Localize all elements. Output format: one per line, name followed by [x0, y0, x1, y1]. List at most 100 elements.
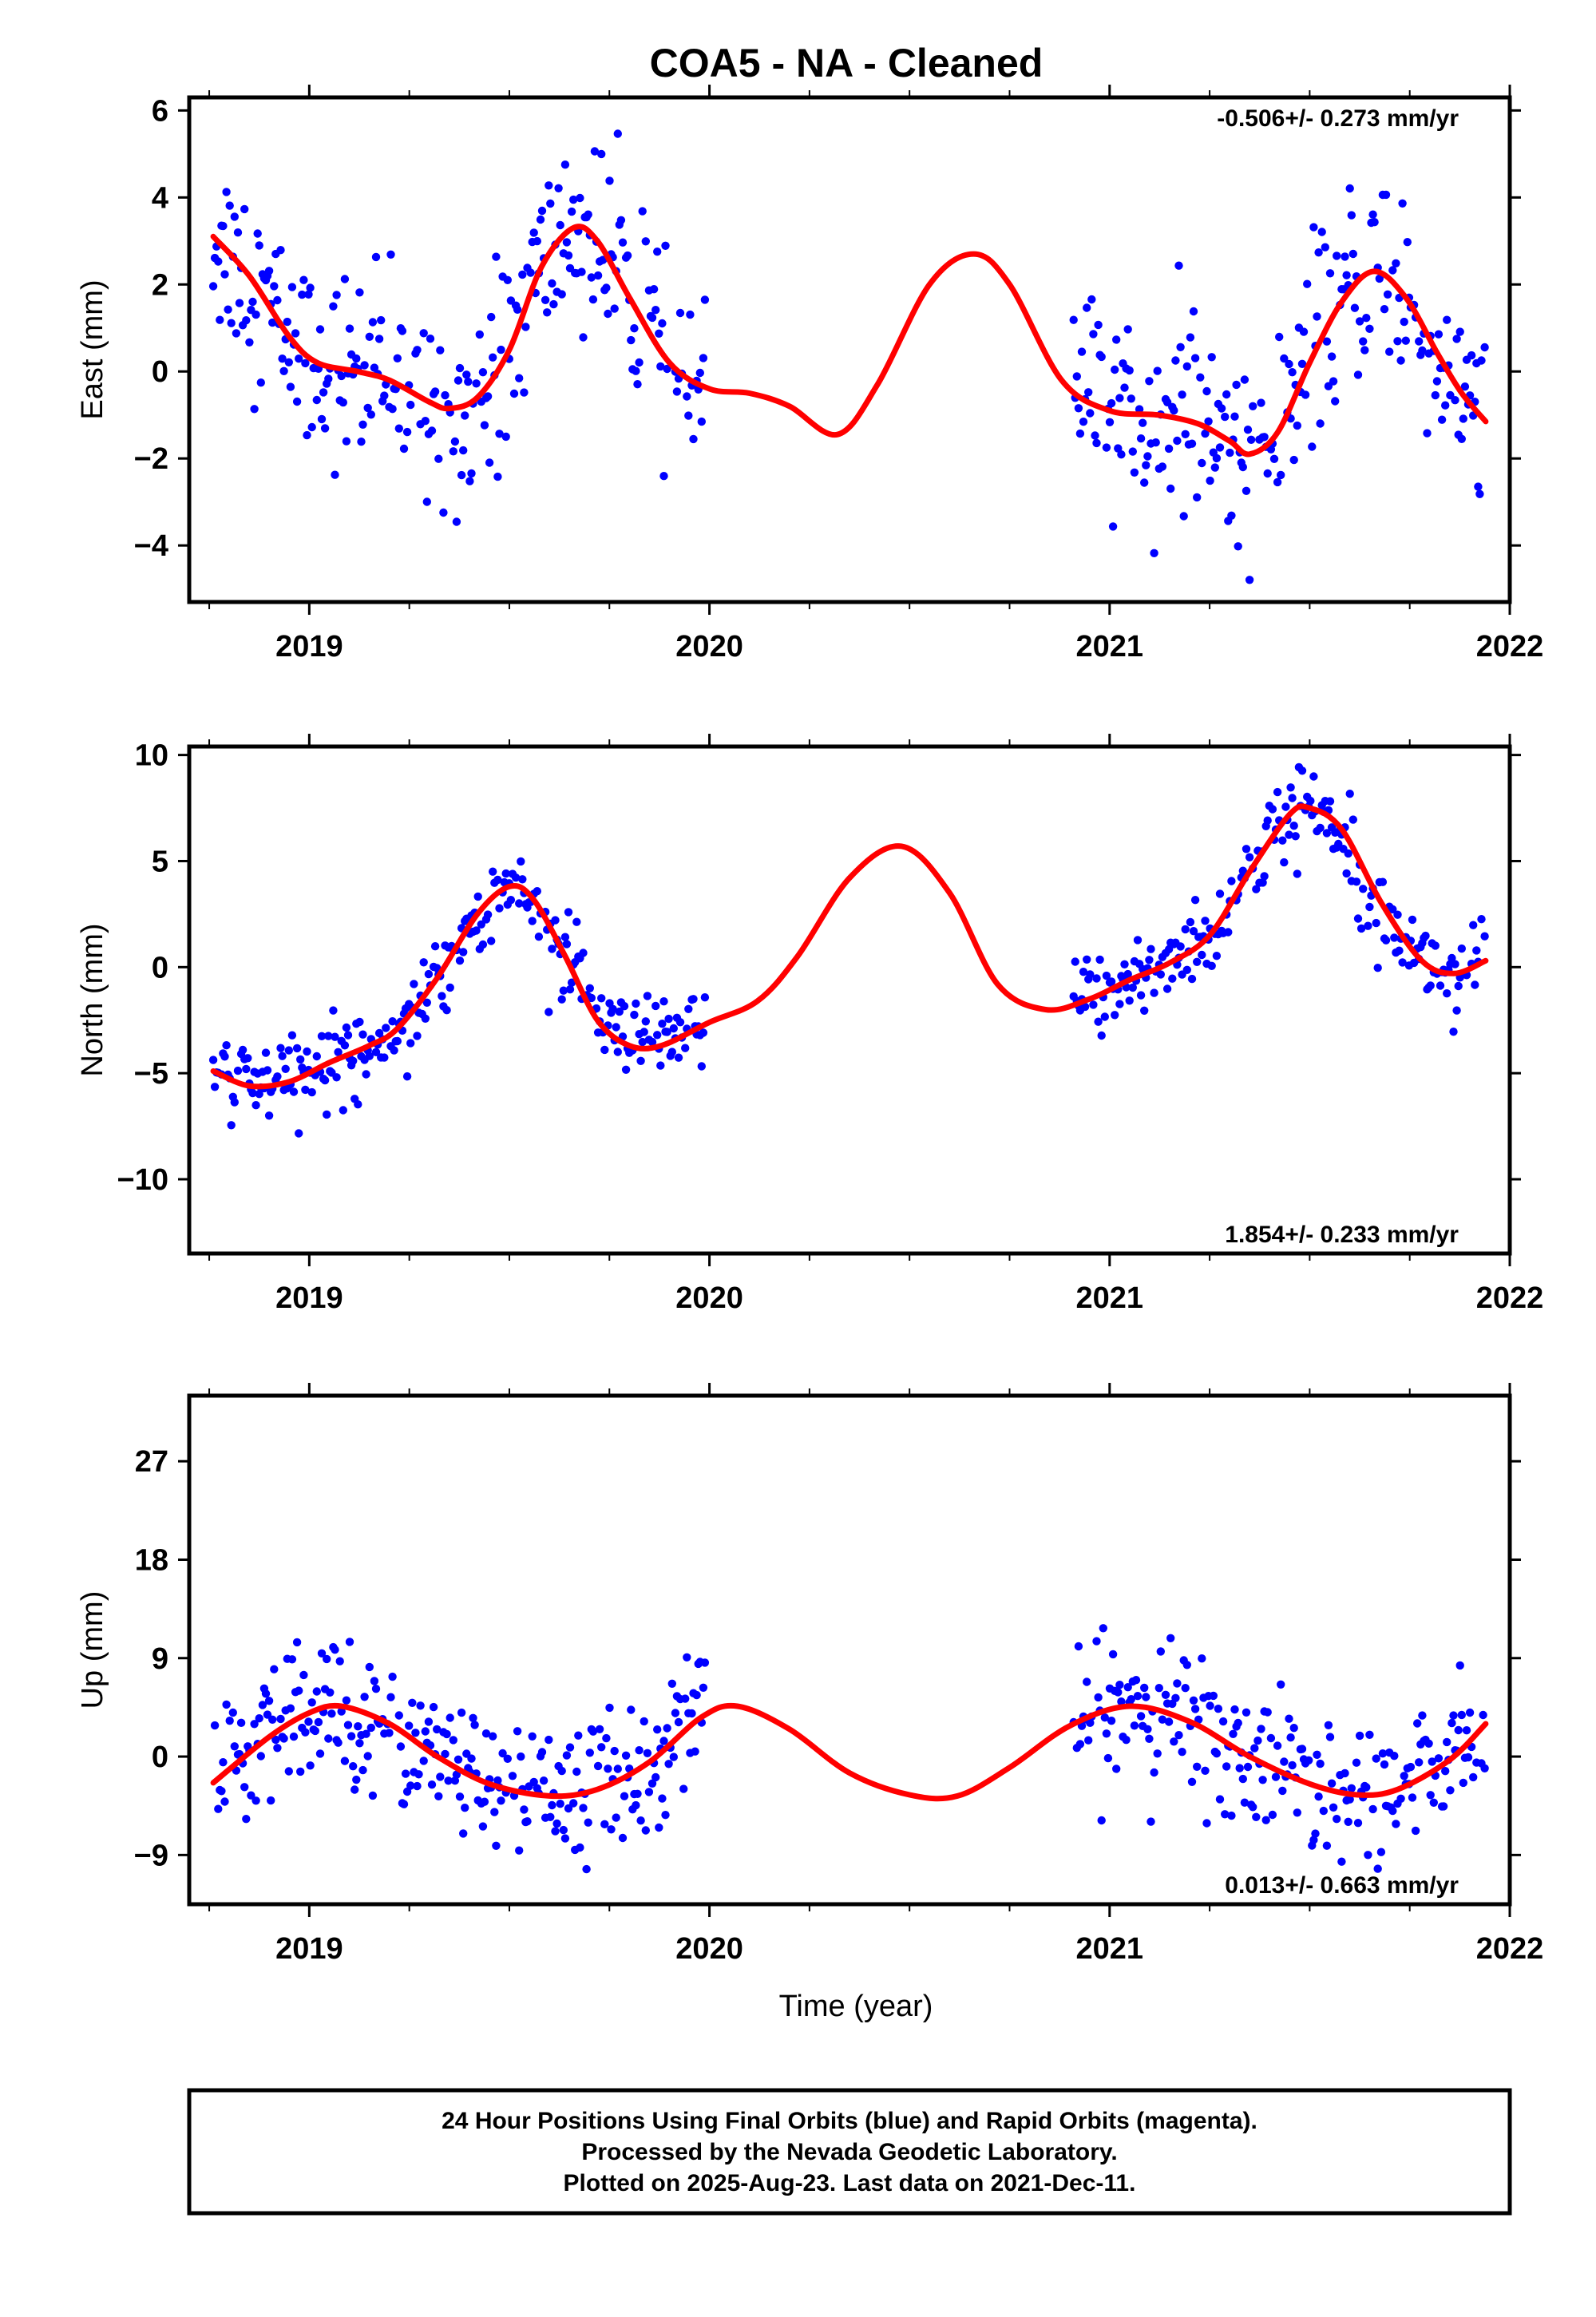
- data-point: [1140, 1006, 1149, 1016]
- data-point: [1198, 458, 1206, 468]
- data-point: [498, 1749, 507, 1758]
- data-point: [1245, 576, 1254, 584]
- data-points: [208, 762, 1489, 1138]
- data-point: [284, 1767, 293, 1776]
- data-point: [399, 444, 409, 453]
- data-point: [1097, 1031, 1106, 1040]
- data-point: [1115, 1000, 1124, 1008]
- y-tick-label: 5: [152, 845, 168, 878]
- data-point: [1111, 365, 1119, 374]
- data-point: [492, 1841, 501, 1850]
- data-point: [1321, 243, 1330, 252]
- data-point: [1114, 1688, 1123, 1697]
- data-point: [334, 1048, 343, 1057]
- data-point: [1443, 315, 1451, 324]
- y-tick-label: 10: [135, 739, 168, 773]
- data-point: [1423, 429, 1432, 438]
- data-point: [1436, 981, 1445, 990]
- data-point: [228, 1708, 237, 1717]
- data-point: [329, 1006, 338, 1015]
- data-point: [1293, 1808, 1302, 1817]
- data-point: [1103, 1753, 1113, 1763]
- data-point: [264, 1697, 274, 1705]
- data-point: [306, 283, 315, 292]
- data-point: [1301, 390, 1310, 399]
- x-tick-label: 2021: [1076, 1281, 1144, 1315]
- data-point: [292, 1638, 302, 1647]
- data-point: [1182, 362, 1192, 371]
- data-point: [1227, 1811, 1236, 1820]
- data-point: [661, 241, 670, 250]
- data-point: [1198, 1654, 1206, 1663]
- data-point: [1182, 1661, 1192, 1669]
- data-point: [613, 129, 622, 138]
- data-point: [1347, 211, 1356, 220]
- data-point: [1359, 885, 1368, 893]
- data-point: [556, 1800, 564, 1808]
- data-point: [1079, 968, 1088, 976]
- data-point: [225, 201, 234, 210]
- data-point: [695, 368, 704, 378]
- data-point: [517, 1752, 525, 1761]
- data-point: [1403, 238, 1412, 247]
- data-point: [335, 1657, 344, 1665]
- data-point: [472, 926, 481, 935]
- data-point: [366, 1723, 375, 1733]
- data-point: [1333, 252, 1341, 260]
- data-point: [618, 1833, 628, 1843]
- data-point: [385, 1729, 394, 1737]
- data-point: [298, 290, 307, 299]
- data-point: [564, 1804, 573, 1813]
- data-point: [355, 288, 364, 297]
- data-point: [644, 1788, 654, 1796]
- data-point: [1111, 1011, 1119, 1020]
- data-point: [1077, 347, 1087, 356]
- data-point: [1215, 443, 1225, 452]
- data-point: [362, 1070, 370, 1079]
- y-tick-label: 2: [152, 268, 168, 302]
- data-point: [1372, 1754, 1380, 1763]
- data-point: [311, 1726, 319, 1736]
- data-point: [347, 1732, 356, 1741]
- data-point: [513, 305, 522, 314]
- data-point: [1472, 946, 1481, 955]
- data-point: [337, 1707, 346, 1716]
- data-point: [324, 1032, 333, 1040]
- data-point: [1368, 210, 1377, 219]
- data-point: [278, 354, 287, 363]
- data-point: [1069, 315, 1078, 324]
- data-point: [1249, 1803, 1257, 1812]
- data-point: [251, 1101, 260, 1110]
- data-point: [572, 917, 581, 926]
- data-point: [424, 969, 434, 979]
- data-point: [1123, 1683, 1132, 1692]
- data-point: [1452, 1006, 1461, 1015]
- data-point: [1263, 469, 1272, 478]
- data-point: [1207, 353, 1216, 362]
- data-point: [208, 282, 218, 291]
- data-point: [651, 306, 660, 315]
- figure-title: COA5 - NA - Cleaned: [650, 41, 1044, 85]
- data-point: [699, 354, 708, 362]
- data-point: [648, 1037, 657, 1047]
- data-point: [1289, 455, 1298, 465]
- data-point: [358, 1030, 367, 1039]
- data-point: [337, 371, 346, 381]
- data-point: [1242, 1708, 1251, 1717]
- data-point: [557, 1766, 566, 1776]
- data-point: [1150, 988, 1158, 997]
- data-point: [436, 1772, 445, 1781]
- data-point: [1393, 910, 1402, 919]
- data-point: [1378, 1749, 1388, 1758]
- data-point: [1316, 419, 1325, 428]
- data-point: [1303, 279, 1312, 288]
- data-point: [238, 1045, 248, 1055]
- data-point: [1242, 845, 1251, 854]
- data-point: [1135, 405, 1144, 414]
- data-point: [582, 1864, 591, 1874]
- data-point: [439, 508, 448, 517]
- y-tick-label: −4: [134, 529, 168, 563]
- data-point: [261, 1048, 271, 1057]
- data-point: [1102, 971, 1111, 980]
- data-point: [1253, 1736, 1262, 1745]
